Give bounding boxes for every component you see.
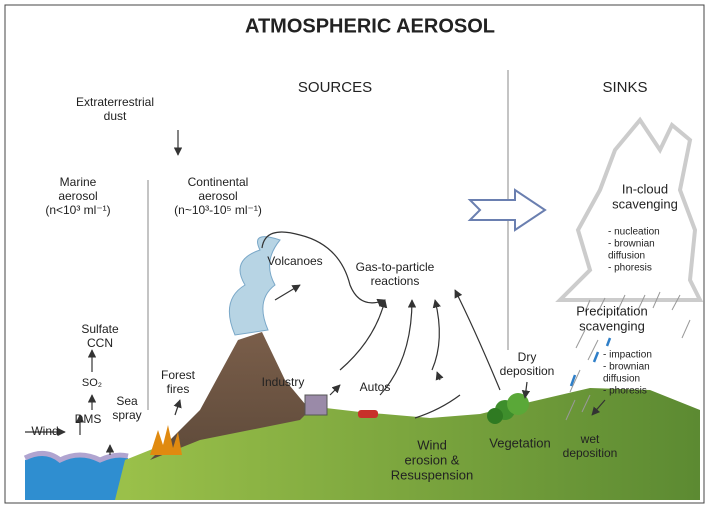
label: - brownian [608, 239, 655, 250]
label: reactions [371, 274, 420, 288]
label: CCN [87, 336, 113, 350]
rain [565, 291, 691, 421]
label: - brownian [603, 362, 650, 373]
label: (n<10³ ml⁻¹) [45, 203, 110, 217]
label: aerosol [198, 189, 237, 203]
label: SO₂ [82, 377, 102, 389]
label: erosion & [405, 452, 460, 467]
label: diffusion [603, 374, 640, 385]
label: Wind [417, 437, 447, 452]
fire [150, 425, 182, 455]
label: - nucleation [608, 227, 660, 238]
label: Vegetation [489, 435, 550, 450]
cloud [555, 116, 704, 302]
sources-heading: SOURCES [298, 79, 372, 96]
volcano [150, 332, 310, 460]
label: Dry [518, 350, 537, 364]
label: Gas-to-particle [356, 260, 435, 274]
label: Wind [31, 424, 58, 438]
label: Sea [116, 394, 138, 408]
label: scavenging [612, 196, 678, 211]
plume [228, 236, 281, 336]
label: (n~10³-10⁵ ml⁻¹) [174, 203, 262, 217]
label: diffusion [608, 251, 645, 262]
label: aerosol [58, 189, 97, 203]
label: scavenging [579, 318, 645, 333]
tree [487, 408, 503, 424]
label: deposition [500, 364, 555, 378]
label: dust [104, 109, 127, 123]
label: Continental [188, 175, 249, 189]
label: Marine [60, 175, 97, 189]
waves [23, 451, 129, 463]
label: Sulfate [81, 322, 119, 336]
sinks-heading: SINKS [602, 79, 647, 96]
label: In-cloud [622, 181, 668, 196]
raindrops [569, 337, 612, 387]
label: - phoresis [603, 386, 647, 397]
factory [304, 394, 328, 416]
label: wet [580, 432, 600, 446]
sea [25, 455, 128, 500]
car [358, 410, 378, 418]
label: Resuspension [391, 467, 473, 482]
label: Forest [161, 368, 196, 382]
label: - phoresis [608, 263, 652, 274]
label: Industry [262, 375, 305, 389]
label: fires [167, 382, 190, 396]
label: Autos [360, 380, 391, 394]
title: ATMOSPHERIC AEROSOL [245, 15, 495, 37]
label: - impaction [603, 350, 652, 361]
label: deposition [563, 446, 618, 460]
label: Extraterrestrial [76, 95, 154, 109]
label: Volcanoes [267, 254, 322, 268]
label: Precipitation [576, 303, 648, 318]
label: DMS [75, 412, 102, 426]
label: spray [112, 408, 141, 422]
arrows [25, 130, 606, 455]
transport-arrow [467, 188, 547, 232]
